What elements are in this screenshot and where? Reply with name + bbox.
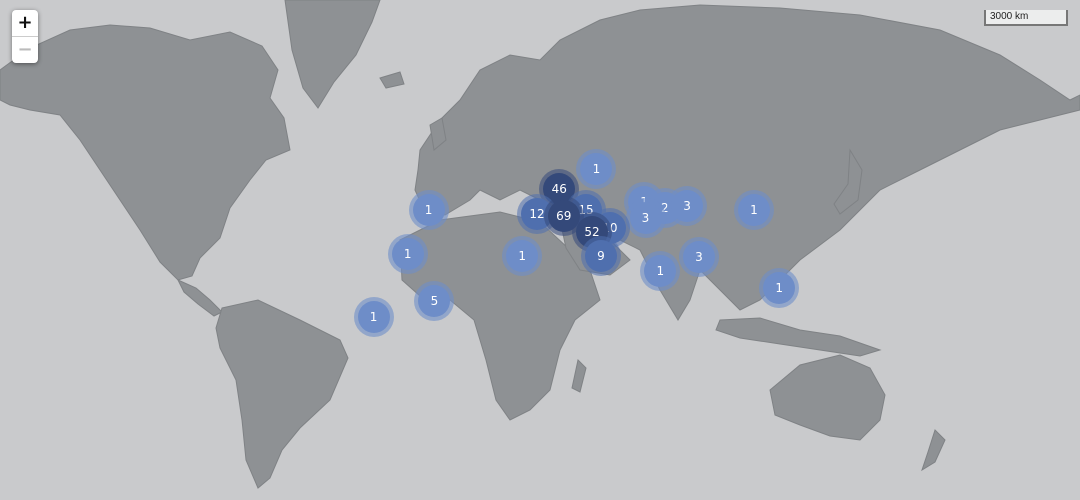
british-isles xyxy=(429,117,447,151)
marker-cluster-count: 1 xyxy=(506,239,539,272)
marker-cluster-count: 1 xyxy=(763,272,796,305)
marker-cluster-count: 1 xyxy=(412,194,445,227)
south-america xyxy=(215,299,349,489)
new-zealand xyxy=(921,429,946,472)
marker-cluster[interactable]: 1 xyxy=(576,148,617,189)
marker-cluster[interactable]: 3 xyxy=(679,237,719,278)
marker-cluster[interactable]: 1 xyxy=(408,190,449,231)
zoom-in-button[interactable]: + xyxy=(17,12,33,33)
marker-cluster[interactable]: 3 xyxy=(667,186,708,227)
madagascar xyxy=(571,358,587,393)
australia xyxy=(769,354,886,441)
marker-cluster-count: 1 xyxy=(738,194,770,227)
zoom-out-button[interactable]: − xyxy=(12,36,38,63)
eurasia xyxy=(414,4,1080,321)
marker-cluster[interactable]: 1 xyxy=(387,233,428,274)
central-america xyxy=(176,278,223,317)
marker-cluster[interactable]: 3 xyxy=(625,197,666,238)
north-america xyxy=(0,24,291,281)
marker-cluster-count: 1 xyxy=(357,300,390,333)
marker-cluster-count: 1 xyxy=(644,254,677,287)
greenland xyxy=(284,0,381,109)
iceland xyxy=(379,71,405,89)
indonesia xyxy=(715,317,882,357)
marker-cluster[interactable]: 9 xyxy=(580,235,621,276)
marker-cluster[interactable]: 1 xyxy=(734,190,774,231)
marker-cluster[interactable]: 1 xyxy=(640,250,681,291)
marker-cluster-count: 1 xyxy=(391,237,424,270)
marker-cluster[interactable]: 1 xyxy=(353,296,394,337)
marker-cluster-count: 3 xyxy=(671,190,704,223)
japan xyxy=(833,148,863,215)
marker-cluster[interactable]: 5 xyxy=(414,280,455,321)
zoom-control: + − xyxy=(12,10,38,63)
marker-cluster[interactable]: 1 xyxy=(759,268,800,309)
marker-cluster[interactable]: 1 xyxy=(502,235,543,276)
marker-cluster-count: 3 xyxy=(683,241,715,274)
marker-cluster-count: 3 xyxy=(629,201,662,234)
marker-cluster-count: 5 xyxy=(418,284,451,317)
marker-cluster-count: 1 xyxy=(580,152,613,185)
scale-bar: 3000 km xyxy=(984,10,1068,26)
landmasses xyxy=(0,0,1080,489)
marker-cluster-count: 9 xyxy=(584,239,617,272)
